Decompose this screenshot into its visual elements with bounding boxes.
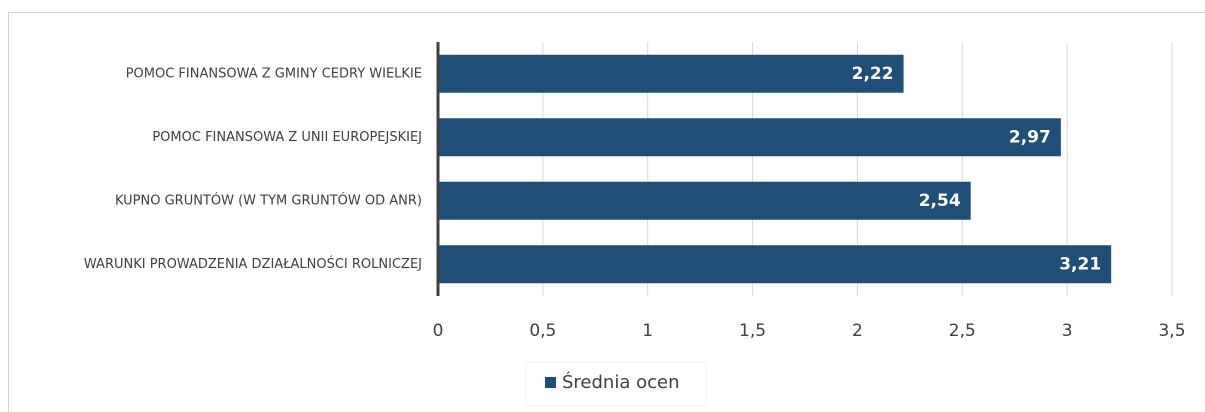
x-tick-label: 1,5: [739, 321, 766, 341]
bar: [438, 54, 904, 93]
legend-label: Średnia ocen: [562, 371, 679, 393]
data-label: 2,22: [852, 64, 894, 84]
y-tick-label: KUPNO GRUNTÓW (W TYM GRUNTÓW OD ANR): [115, 192, 422, 208]
x-tick-label: 2,5: [949, 321, 976, 341]
x-tick-label: 1: [642, 321, 653, 341]
x-tick-label: 2: [852, 321, 863, 341]
data-label: 3,21: [1059, 254, 1101, 274]
y-tick-label: POMOC FINANSOWA Z UNII EUROPEJSKIEJ: [152, 130, 422, 145]
data-label: 2,97: [1009, 127, 1051, 147]
legend-marker: [545, 377, 556, 388]
x-tick-label: 3,5: [1158, 321, 1185, 341]
x-tick-label: 0: [433, 321, 444, 341]
y-tick-label: POMOC FINANSOWA Z GMINY CEDRY WIELKIE: [126, 66, 422, 81]
x-tick-label: 0,5: [529, 321, 556, 341]
x-tick-label: 3: [1062, 321, 1073, 341]
y-tick-label: WARUNKI PROWADZENIA DZIAŁALNOŚCI ROLNICZ…: [84, 256, 422, 272]
bar: [438, 245, 1112, 284]
bar: [438, 118, 1061, 157]
data-label: 2,54: [919, 191, 961, 211]
bar: [438, 181, 971, 220]
